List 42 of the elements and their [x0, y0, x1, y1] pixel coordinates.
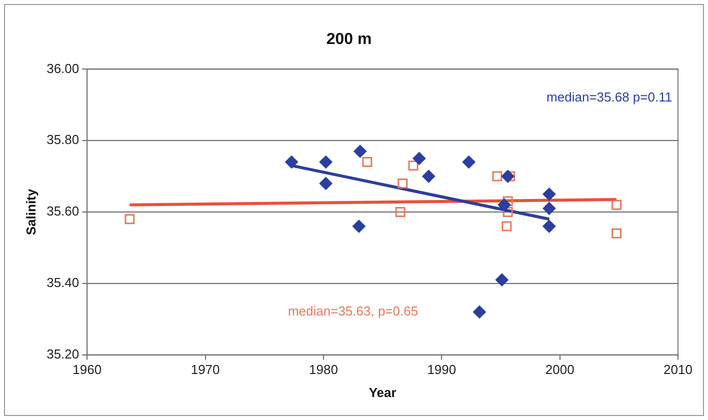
x-tick-label: 2010	[664, 362, 692, 378]
point	[319, 156, 332, 169]
y-axis-title: Salinity	[23, 188, 38, 236]
point	[612, 200, 622, 210]
y-tick-label: 35.20	[46, 346, 80, 362]
x-tick-label: 1980	[309, 362, 338, 378]
y-tick-label: 35.40	[46, 274, 80, 290]
point	[398, 178, 408, 188]
point	[319, 176, 332, 190]
point	[395, 207, 406, 217]
point	[362, 157, 372, 168]
annotation: median=35.68 p=0.11	[546, 89, 672, 104]
point	[492, 171, 502, 182]
point	[462, 156, 476, 169]
x-tick-label: 2000	[545, 362, 574, 378]
annotation: median=35.63, p=0.65	[288, 304, 418, 319]
point	[505, 171, 516, 182]
x-tick-label: 1990	[427, 362, 456, 378]
point	[542, 188, 556, 201]
point	[498, 198, 511, 212]
x-tick-label: 1970	[190, 362, 220, 378]
point	[124, 214, 135, 224]
point	[542, 202, 556, 215]
point	[495, 273, 508, 286]
point	[472, 305, 486, 318]
point	[412, 152, 426, 165]
y-tick-label: 35.80	[46, 132, 80, 148]
point	[502, 207, 513, 217]
point	[408, 160, 418, 171]
x-tick-label: 1960	[72, 362, 102, 378]
y-tick-label: 36.00	[46, 60, 80, 76]
point	[285, 156, 298, 169]
x-axis-title: Year	[368, 384, 396, 400]
chart-title: 200 m	[326, 31, 372, 48]
point	[422, 170, 436, 183]
point	[501, 170, 514, 183]
point	[612, 228, 622, 238]
y-tick-label: 35.60	[46, 204, 80, 219]
point	[542, 220, 556, 233]
point	[352, 220, 366, 233]
point	[502, 221, 512, 232]
point	[354, 144, 367, 158]
